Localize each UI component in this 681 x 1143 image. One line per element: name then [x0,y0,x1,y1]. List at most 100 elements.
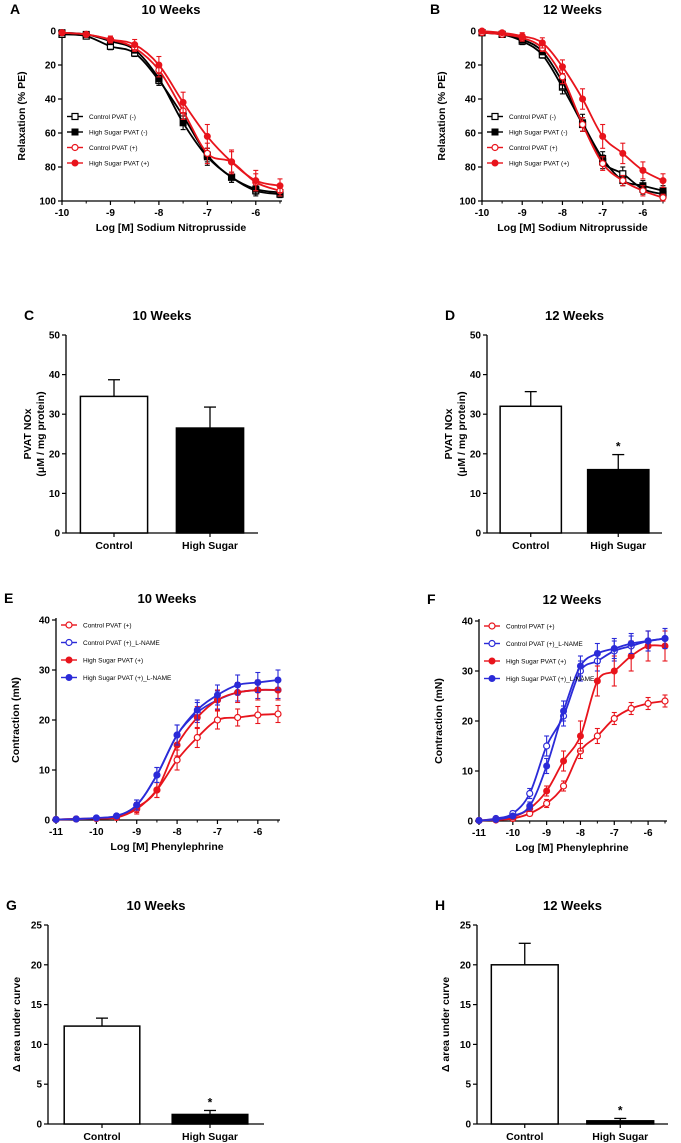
fit-curve [55,679,279,821]
legend-marker [491,159,499,167]
y-tick-label: 0 [44,816,50,827]
legend-label: Control PVAT (-) [89,114,136,121]
data-point [52,816,60,823]
series-high-sugar-pvat- [478,27,667,188]
legend-label: Control PVAT (+)_L-NAME [83,640,160,647]
data-point [173,731,181,739]
y-axis-label: Relaxation (% PE) [436,71,448,160]
chart-title: 12 Weeks [543,898,602,913]
series-high-sugar-pvat-l-name [475,627,669,824]
data-point [639,187,647,195]
y-tick-label: 10 [31,1040,43,1051]
fit-curve [478,637,666,822]
y-axis-label-units: (μM / mg protein) [35,391,47,476]
x-tick-label: -11 [49,827,63,838]
chart-title: 12 Weeks [543,2,602,17]
data-point [72,815,80,823]
data-point [92,814,100,822]
x-tick-label: -8 [576,828,585,839]
data-point [193,706,201,714]
y-tick-label: 20 [470,449,482,460]
legend-marker [491,128,499,136]
fit-curve [478,637,666,822]
x-tick-label: -7 [610,828,619,839]
y-tick-label: 5 [465,1080,471,1091]
y-axis-label: PVAT NOx [443,408,455,459]
series-control-pvat- [475,694,669,825]
panel-letter: E [4,590,13,606]
panel-letter: A [10,1,20,17]
y-axis-label: PVAT NOx [22,408,34,459]
y-tick-label: 20 [462,717,474,728]
y-tick-label: 30 [39,666,51,677]
data-point [661,697,669,705]
x-tick-label: -9 [106,208,115,219]
legend-marker [65,621,73,629]
series-high-sugar-pvat- [58,29,284,197]
y-tick-label: 15 [31,1000,43,1011]
series-control-pvat- [58,29,284,197]
legend-item: Control PVAT (+) [61,621,132,629]
panel-e: E 10 Weeks 0 10 20 30 40 -11 -10 -9 -8 -7 -6 Log [M] … [4,590,282,853]
data-point [153,786,161,794]
panel-f: F 12 Weeks 0 10 20 30 40 -11 -10 -9 -8 -7 -6 Log [M] … [427,591,669,854]
data-point [274,676,282,684]
data-point [254,679,262,686]
data-point [610,645,618,652]
fit-curve [61,31,281,194]
data-point [478,27,486,35]
y-tick-label: 50 [49,331,61,342]
legend-label: Control PVAT (+)_L-NAME [506,641,583,648]
x-tick-label: -10 [89,827,104,838]
y-tick-label: 40 [470,370,482,381]
y-tick-label: 10 [39,766,51,777]
y-tick-label: 0 [50,27,56,38]
legend-item: Control PVAT (-) [67,112,136,121]
panel-letter: B [430,1,440,17]
bar-control [63,1025,141,1125]
y-tick-label: 10 [49,489,61,500]
legend: Control PVAT (+) Control PVAT (+)_L-NAME H… [61,621,172,682]
x-axis-label: Log [M] Phenylephrine [515,842,628,854]
legend: Control PVAT (-) High Sugar PVAT (-) Contr… [487,112,569,167]
data-point [492,816,500,823]
y-tick-label: 80 [45,163,57,174]
panel-h: H 12 Weeks 0 5 10 15 20 25 Δ area under curve Con… [435,897,668,1143]
data-point [659,187,667,195]
data-point [203,149,211,157]
significance-marker: * [618,1103,623,1117]
data-point [179,98,187,106]
legend-label: Control PVAT (-) [509,114,556,121]
y-axis-label: Δ area under curve [11,977,23,1072]
y-tick-label: 50 [470,331,482,342]
panel-d: D 12 Weeks 0 10 20 30 40 50 PVAT NOx (μM / mg pro… [443,307,662,552]
data-point [131,41,139,49]
y-tick-label: 10 [460,1040,472,1051]
fit-curve [61,31,281,187]
x-tick-label: -6 [638,208,647,219]
y-tick-label: 30 [470,410,482,421]
x-tick-label: -8 [154,208,163,219]
chart-title: 10 Weeks [126,898,185,913]
x-tick-label: -9 [518,208,527,219]
bar-control [499,405,563,534]
data-point [203,132,211,140]
y-axis-label: Contraction (mN) [10,677,22,763]
fit-curve [481,30,664,182]
data-point [213,691,221,699]
x-tick-label: -7 [598,208,607,219]
legend-item: Control PVAT (+)_L-NAME [484,639,583,648]
legend-label: Control PVAT (+) [506,623,555,630]
legend-label: Control PVAT (+) [83,622,132,629]
data-point [558,63,566,71]
y-tick-label: 60 [45,129,57,140]
panel-letter: D [445,307,455,323]
data-point [254,711,262,719]
data-point [619,177,627,185]
x-tick-label: -6 [253,827,262,838]
legend-marker [491,112,499,121]
data-point [543,799,551,808]
legend-item: Control PVAT (+) [67,143,138,152]
data-point [593,677,601,685]
y-tick-label: 80 [465,163,477,174]
